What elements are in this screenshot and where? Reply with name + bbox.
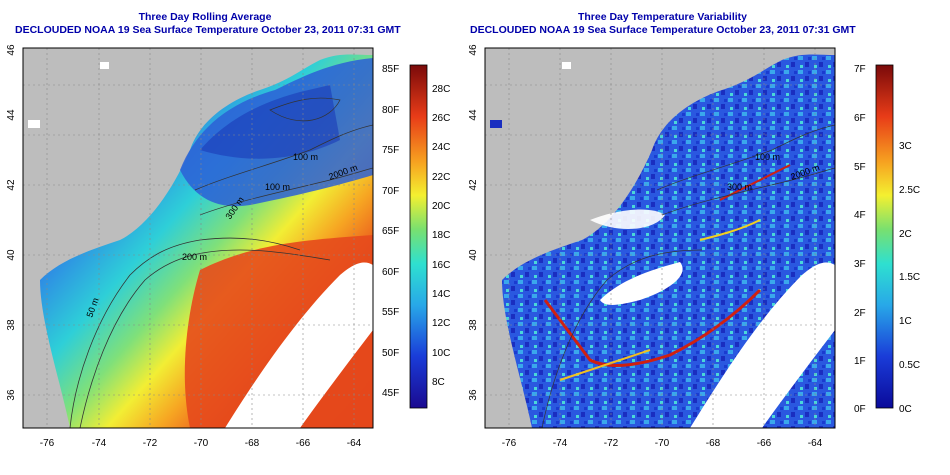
left-title-line: Three Day Rolling Average bbox=[138, 11, 272, 23]
right-title-line: Three Day Temperature Variability bbox=[577, 11, 748, 23]
left-map-title: Three Day Rolling Average DECLOUDED NOAA… bbox=[15, 11, 401, 37]
left-subtitle-line: DECLOUDED NOAA 19 Sea Surface Temperatur… bbox=[15, 24, 401, 36]
right-map-title: Three Day Temperature Variability DECLOU… bbox=[470, 11, 856, 37]
right-subtitle-line: DECLOUDED NOAA 19 Sea Surface Temperatur… bbox=[470, 24, 856, 36]
